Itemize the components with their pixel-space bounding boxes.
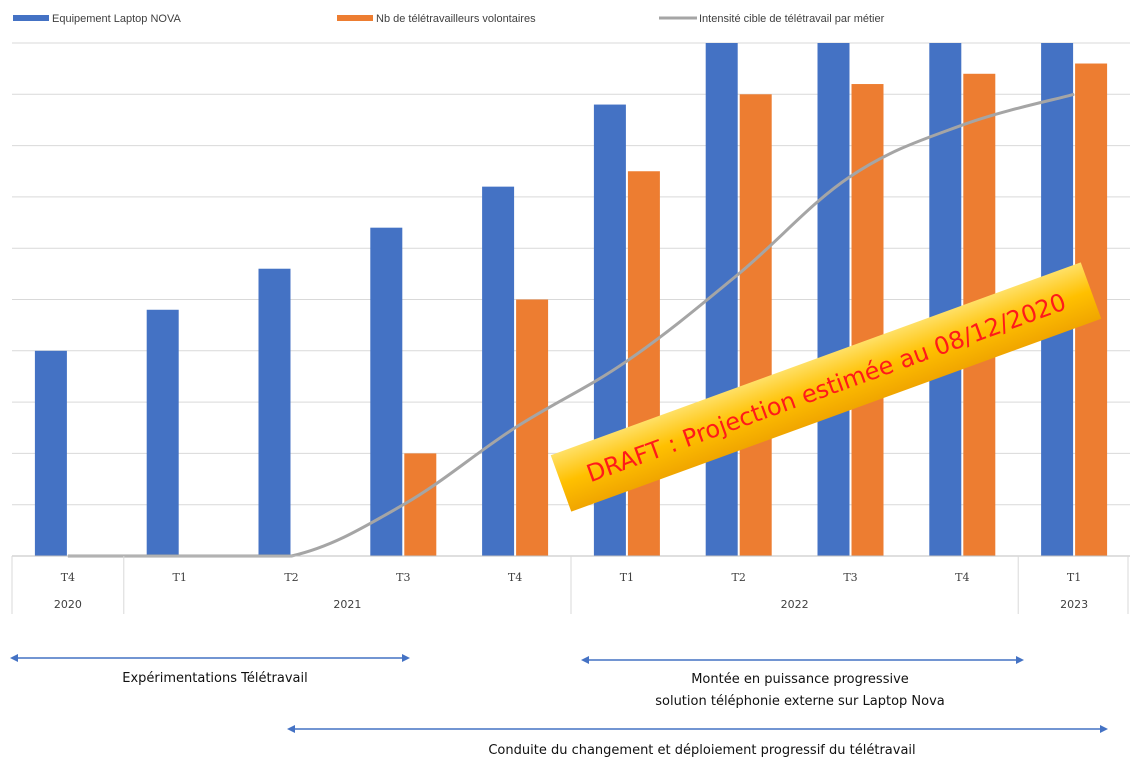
tick-label: T3 xyxy=(843,571,857,584)
bar-teleworkers xyxy=(627,171,660,556)
tick-label: T1 xyxy=(173,571,187,584)
tick-label: T4 xyxy=(61,571,75,584)
year-label: 2022 xyxy=(781,598,809,611)
tick-label: T1 xyxy=(1067,571,1081,584)
conduite-label: Conduite du changement et déploiement pr… xyxy=(488,743,915,758)
bar-laptop xyxy=(817,43,850,556)
bar-laptop xyxy=(34,350,67,556)
tick-label: T2 xyxy=(732,571,746,584)
year-label: 2021 xyxy=(333,598,361,611)
bar-laptop xyxy=(370,227,403,556)
montee-label-line1: Montée en puissance progressive xyxy=(691,672,909,687)
montee-label-line2: solution téléphonie externe sur Laptop N… xyxy=(655,694,945,709)
category-axis: T4 T1 T2 T3 T4 T1 T2 T3 T4 T1 2020 2021 2022 2023 xyxy=(11,555,1130,614)
bar-laptop xyxy=(258,268,291,556)
bars xyxy=(34,43,1108,557)
legend-label-teleworkers: Nb de télétravailleurs volontaires xyxy=(376,13,536,25)
draft-banner xyxy=(550,262,1102,512)
tick-label: T4 xyxy=(508,571,522,584)
year-label: 2023 xyxy=(1060,598,1088,611)
bar-laptop xyxy=(929,43,962,556)
tick-label: T1 xyxy=(620,571,634,584)
tick-label: T3 xyxy=(396,571,410,584)
year-label: 2020 xyxy=(54,598,82,611)
legend: Equipement Laptop NOVA Nb de télétravail… xyxy=(13,13,885,25)
legend-label-laptop: Equipement Laptop NOVA xyxy=(52,13,181,25)
experimentations-label: Expérimentations Télétravail xyxy=(122,671,308,686)
bar-teleworkers xyxy=(404,453,437,556)
bar-teleworkers xyxy=(739,94,772,557)
gridlines xyxy=(12,42,1130,506)
bar-teleworkers xyxy=(516,299,549,556)
bar-laptop xyxy=(705,43,738,556)
tick-label: T2 xyxy=(284,571,298,584)
bar-laptop xyxy=(146,309,179,556)
tick-label: T4 xyxy=(955,571,969,584)
bar-laptop xyxy=(482,186,515,556)
legend-label-intensity: Intensité cible de télétravail par métie… xyxy=(699,13,885,25)
legend-swatch-laptop xyxy=(13,15,49,21)
bar-teleworkers xyxy=(851,84,884,556)
legend-swatch-teleworkers xyxy=(337,15,373,21)
